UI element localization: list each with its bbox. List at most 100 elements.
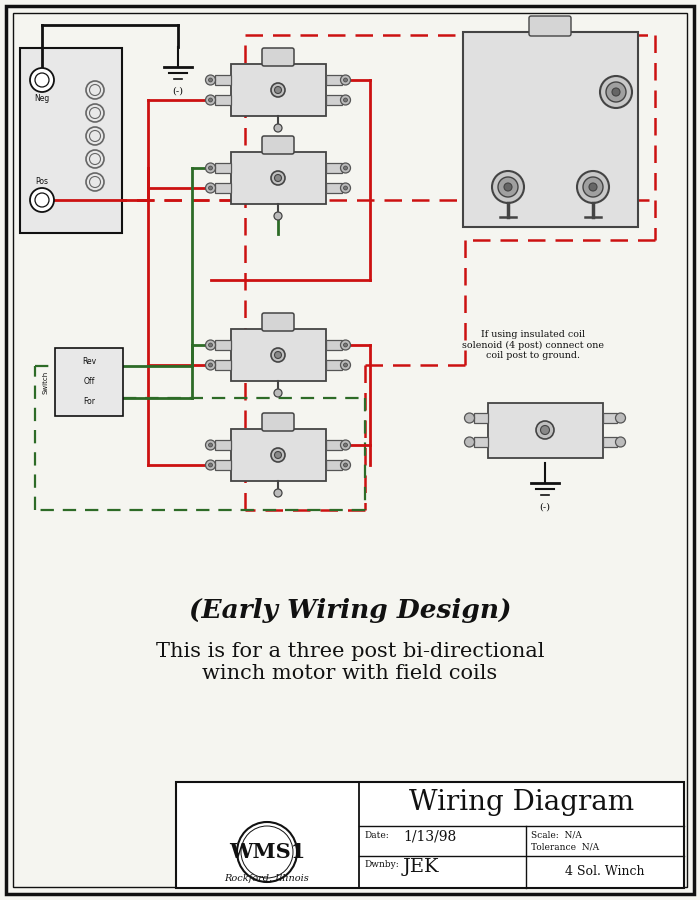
Text: Neg: Neg xyxy=(34,94,50,103)
Circle shape xyxy=(206,360,216,370)
Text: JEK: JEK xyxy=(403,858,440,876)
Circle shape xyxy=(340,440,351,450)
Circle shape xyxy=(340,163,351,173)
FancyBboxPatch shape xyxy=(262,48,294,66)
Bar xyxy=(214,95,230,105)
Bar xyxy=(326,360,342,370)
Circle shape xyxy=(340,460,351,470)
Bar xyxy=(214,360,230,370)
Circle shape xyxy=(606,82,626,102)
Bar xyxy=(326,340,342,350)
Bar xyxy=(20,48,122,233)
Circle shape xyxy=(209,443,213,447)
Circle shape xyxy=(600,76,632,108)
Circle shape xyxy=(206,440,216,450)
Circle shape xyxy=(540,426,550,435)
Circle shape xyxy=(274,489,282,497)
Text: 1/13/98: 1/13/98 xyxy=(403,830,456,844)
Text: If using insulated coil
solenoid (4 post) connect one
coil post to ground.: If using insulated coil solenoid (4 post… xyxy=(462,330,604,360)
Circle shape xyxy=(274,124,282,132)
Circle shape xyxy=(209,463,213,467)
Bar xyxy=(463,32,638,227)
Bar xyxy=(214,460,230,470)
Circle shape xyxy=(271,448,285,462)
Text: This is for a three post bi-directional
winch motor with field coils: This is for a three post bi-directional … xyxy=(155,642,545,683)
Bar xyxy=(230,329,326,381)
Circle shape xyxy=(344,443,347,447)
Text: Dwnby:: Dwnby: xyxy=(364,860,399,869)
Circle shape xyxy=(274,352,281,358)
Circle shape xyxy=(271,348,285,362)
Bar xyxy=(326,75,342,85)
Circle shape xyxy=(206,460,216,470)
Circle shape xyxy=(209,98,213,102)
Bar xyxy=(326,183,342,193)
Circle shape xyxy=(274,452,281,458)
Circle shape xyxy=(612,88,620,96)
Bar xyxy=(230,64,326,116)
Circle shape xyxy=(30,68,54,92)
FancyBboxPatch shape xyxy=(529,16,571,36)
Bar xyxy=(603,437,617,447)
Circle shape xyxy=(344,343,347,347)
Text: Switch: Switch xyxy=(42,371,48,393)
Circle shape xyxy=(209,78,213,82)
Bar xyxy=(473,413,487,423)
Bar xyxy=(603,413,617,423)
Text: Wiring Diagram: Wiring Diagram xyxy=(409,789,634,816)
Text: (+): (+) xyxy=(37,197,47,202)
Circle shape xyxy=(206,163,216,173)
Circle shape xyxy=(344,186,347,190)
Circle shape xyxy=(344,463,347,467)
Bar xyxy=(230,152,326,204)
Circle shape xyxy=(209,363,213,367)
Circle shape xyxy=(340,183,351,193)
Circle shape xyxy=(271,83,285,97)
Circle shape xyxy=(340,75,351,85)
Circle shape xyxy=(589,183,597,191)
Circle shape xyxy=(340,360,351,370)
Bar xyxy=(214,163,230,173)
Bar xyxy=(473,437,487,447)
Circle shape xyxy=(536,421,554,439)
Circle shape xyxy=(504,183,512,191)
FancyBboxPatch shape xyxy=(262,136,294,154)
Text: (-): (-) xyxy=(38,77,46,83)
FancyBboxPatch shape xyxy=(262,413,294,431)
Circle shape xyxy=(206,95,216,105)
Text: For: For xyxy=(83,398,95,407)
Text: WMS1: WMS1 xyxy=(229,842,305,862)
Circle shape xyxy=(615,413,626,423)
Circle shape xyxy=(498,177,518,197)
Circle shape xyxy=(615,437,626,447)
Circle shape xyxy=(340,95,351,105)
Text: Date:: Date: xyxy=(364,831,388,840)
Circle shape xyxy=(274,86,281,94)
Circle shape xyxy=(209,343,213,347)
Bar xyxy=(326,440,342,450)
Circle shape xyxy=(344,78,347,82)
Circle shape xyxy=(206,183,216,193)
Bar xyxy=(326,163,342,173)
Circle shape xyxy=(583,177,603,197)
Bar xyxy=(214,440,230,450)
Text: Rockford, Illinois: Rockford, Illinois xyxy=(225,874,309,883)
Circle shape xyxy=(209,186,213,190)
FancyBboxPatch shape xyxy=(262,313,294,331)
Circle shape xyxy=(206,75,216,85)
Bar xyxy=(326,95,342,105)
Circle shape xyxy=(274,389,282,397)
Text: (Early Wiring Design): (Early Wiring Design) xyxy=(189,598,511,623)
Bar xyxy=(214,183,230,193)
Circle shape xyxy=(209,166,213,170)
Bar xyxy=(326,460,342,470)
Text: Rev: Rev xyxy=(82,357,96,366)
Bar xyxy=(55,348,123,416)
Circle shape xyxy=(30,188,54,212)
Circle shape xyxy=(206,340,216,350)
Text: Off: Off xyxy=(83,377,94,386)
Text: (-): (-) xyxy=(172,87,183,96)
Text: (-): (-) xyxy=(540,502,550,511)
Text: Western Motors Service Co.: Western Motors Service Co. xyxy=(187,792,348,801)
Circle shape xyxy=(344,166,347,170)
